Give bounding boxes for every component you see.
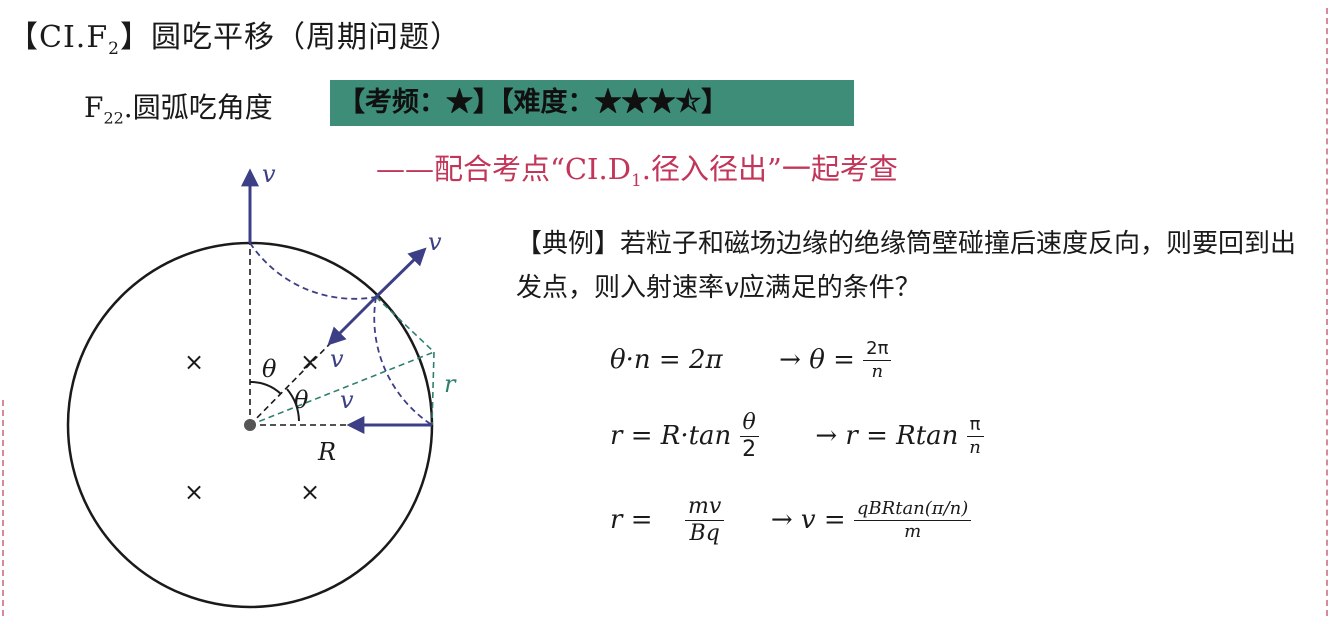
section-title: 【CI.F2】圆吃平移（周期问题）: [8, 20, 461, 59]
label-R: R: [317, 438, 336, 466]
velocity-arrow-out: [374, 247, 427, 299]
page-border-left: [2, 400, 4, 616]
label-theta2: θ: [294, 386, 309, 414]
label-v-in: v: [330, 345, 344, 373]
cross-reference-note: ——配合考点“CI.D1.径入径出”一起考查: [376, 152, 898, 191]
trajectory-arc-upper: [249, 242, 377, 300]
topic-heading: F22.圆弧吃角度: [84, 91, 273, 128]
dashed-tangent-upper: [375, 296, 435, 353]
example-question: 【典例】若粒子和磁场边缘的绝缘筒壁碰撞后速度反向，则要回到出发点，则入射速率v应…: [516, 229, 1297, 303]
trajectory-arc-right: [373, 296, 433, 426]
field-cross: ×: [300, 348, 320, 376]
frequency-difficulty-badge: 【考频：★】【难度：★★★⯪】: [330, 80, 854, 126]
circle-center: [244, 419, 256, 431]
field-cross: ×: [184, 348, 204, 376]
dashed-center-to-apex: [249, 351, 435, 426]
label-v-initial: v: [340, 386, 354, 414]
equation-3: r = mv Bq → v = qBRtan(π/n) m: [610, 494, 972, 547]
dashed-tangent-right: [431, 351, 435, 426]
velocity-arrow-in: [327, 295, 378, 346]
label-v-out: v: [428, 228, 442, 256]
label-theta1: θ: [262, 355, 277, 383]
page-border-right: [1326, 8, 1328, 616]
angle-arc-theta1: [249, 380, 282, 395]
field-cross: ×: [300, 478, 320, 506]
field-cross: ×: [184, 478, 204, 506]
label-v-top: v: [262, 160, 276, 188]
label-r: r: [444, 370, 457, 398]
angle-arc-theta2: [286, 388, 300, 422]
equation-1: θ·n = 2π → θ = 2π n: [610, 338, 892, 383]
